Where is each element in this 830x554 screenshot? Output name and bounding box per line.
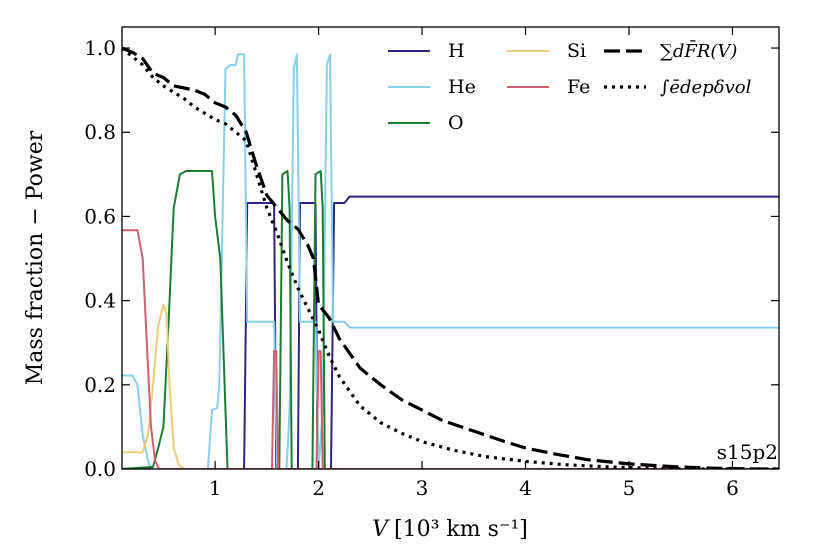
y-tick-label: 0.8 <box>84 120 116 144</box>
x-axis-title: V [10³ km s⁻¹] <box>372 517 528 542</box>
legend-label: O <box>448 112 464 134</box>
y-tick-label: 0.0 <box>84 457 116 481</box>
y-tick-label: 0.4 <box>84 289 116 313</box>
legend-label: ∫ēdepδvol <box>660 77 752 98</box>
x-tick-label: 5 <box>623 476 636 500</box>
legend-label: ∑dF̄R(V) <box>660 39 737 62</box>
plot-frame <box>121 26 780 470</box>
legend-entry-o: O <box>388 112 464 134</box>
legend-entry-dfr: ∑dF̄R(V) <box>604 39 737 62</box>
x-axis-unit: [10³ km s⁻¹] <box>394 517 528 542</box>
series-h-line <box>122 195 779 469</box>
legend-label: Si <box>567 40 586 62</box>
x-tick-label: 3 <box>416 476 429 500</box>
x-tick-label: 6 <box>726 476 739 500</box>
legend-entry-fe: Fe <box>507 76 590 98</box>
series-edep-line <box>122 46 779 469</box>
legend-label: Fe <box>567 76 590 98</box>
series-si-line <box>122 303 779 469</box>
legend-entry-si: Si <box>507 40 586 62</box>
x-tick-label: 4 <box>519 476 532 500</box>
x-tick-label: 2 <box>312 476 325 500</box>
series-he-line <box>122 53 779 469</box>
legend-label: H <box>448 40 465 62</box>
legend-entry-h: H <box>388 40 465 62</box>
legend-entry-he: He <box>388 76 476 98</box>
series-o-line <box>122 170 779 469</box>
ticks-layer: 1 2 3 4 5 6 0.0 0.2 0.4 0.6 0.8 1.0 <box>84 27 779 500</box>
y-tick-label: 0.6 <box>84 204 116 228</box>
series-fe-line <box>122 229 779 469</box>
x-axis-var: V <box>372 517 390 542</box>
legend-entry-edep: ∫ēdepδvol <box>604 77 752 98</box>
y-axis-title: Mass fraction − Power <box>23 130 48 385</box>
series-layer <box>122 46 779 469</box>
series-dfr-line <box>122 46 779 469</box>
legend: H He O Si Fe ∑dF̄R(V) ∫ēdepδvol <box>388 39 752 134</box>
legend-label: He <box>448 76 476 98</box>
chart-annotation: s15p2 <box>717 440 778 464</box>
x-tick-label: 1 <box>209 476 222 500</box>
y-tick-label: 1.0 <box>84 36 116 60</box>
y-tick-label: 0.2 <box>84 373 116 397</box>
